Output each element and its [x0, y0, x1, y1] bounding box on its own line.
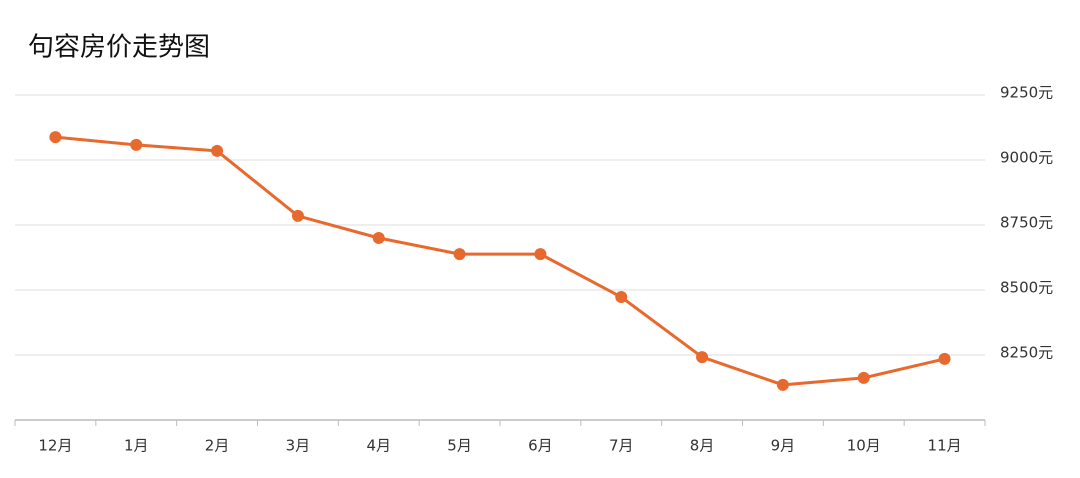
- y-tick-label: 8750元: [1000, 214, 1053, 232]
- x-tick-label: 2月: [205, 437, 230, 455]
- point: [696, 351, 709, 364]
- y-tick-label: 8250元: [1000, 344, 1053, 362]
- point: [453, 248, 466, 261]
- x-tick-label: 1月: [124, 437, 149, 455]
- y-tick-label: 9000元: [1000, 149, 1053, 167]
- x-tick-label: 9月: [771, 437, 796, 455]
- point: [291, 209, 304, 222]
- y-tick-label: 8500元: [1000, 279, 1053, 297]
- point: [776, 378, 789, 391]
- x-tick-label: 5月: [447, 437, 472, 455]
- point: [211, 144, 224, 157]
- chart-title: 句容房价走势图: [28, 33, 210, 63]
- x-tick-label: 4月: [366, 437, 391, 455]
- y-tick-label: 9250元: [1000, 84, 1053, 102]
- x-tick-label: 6月: [528, 437, 553, 455]
- point: [49, 131, 62, 144]
- x-tick-label: 3月: [286, 437, 311, 455]
- x-tick-label: 12月: [38, 437, 72, 455]
- point: [130, 138, 143, 151]
- line: [55, 135, 945, 387]
- point: [534, 248, 547, 261]
- point: [372, 232, 385, 244]
- point: [615, 291, 628, 304]
- x-tick-label: 8月: [690, 437, 715, 455]
- x-tick-label: 7月: [609, 437, 634, 455]
- x-tick-label: 10月: [847, 437, 881, 455]
- point: [857, 371, 870, 384]
- x-tick-label: 11月: [928, 437, 962, 455]
- point: [938, 352, 951, 365]
